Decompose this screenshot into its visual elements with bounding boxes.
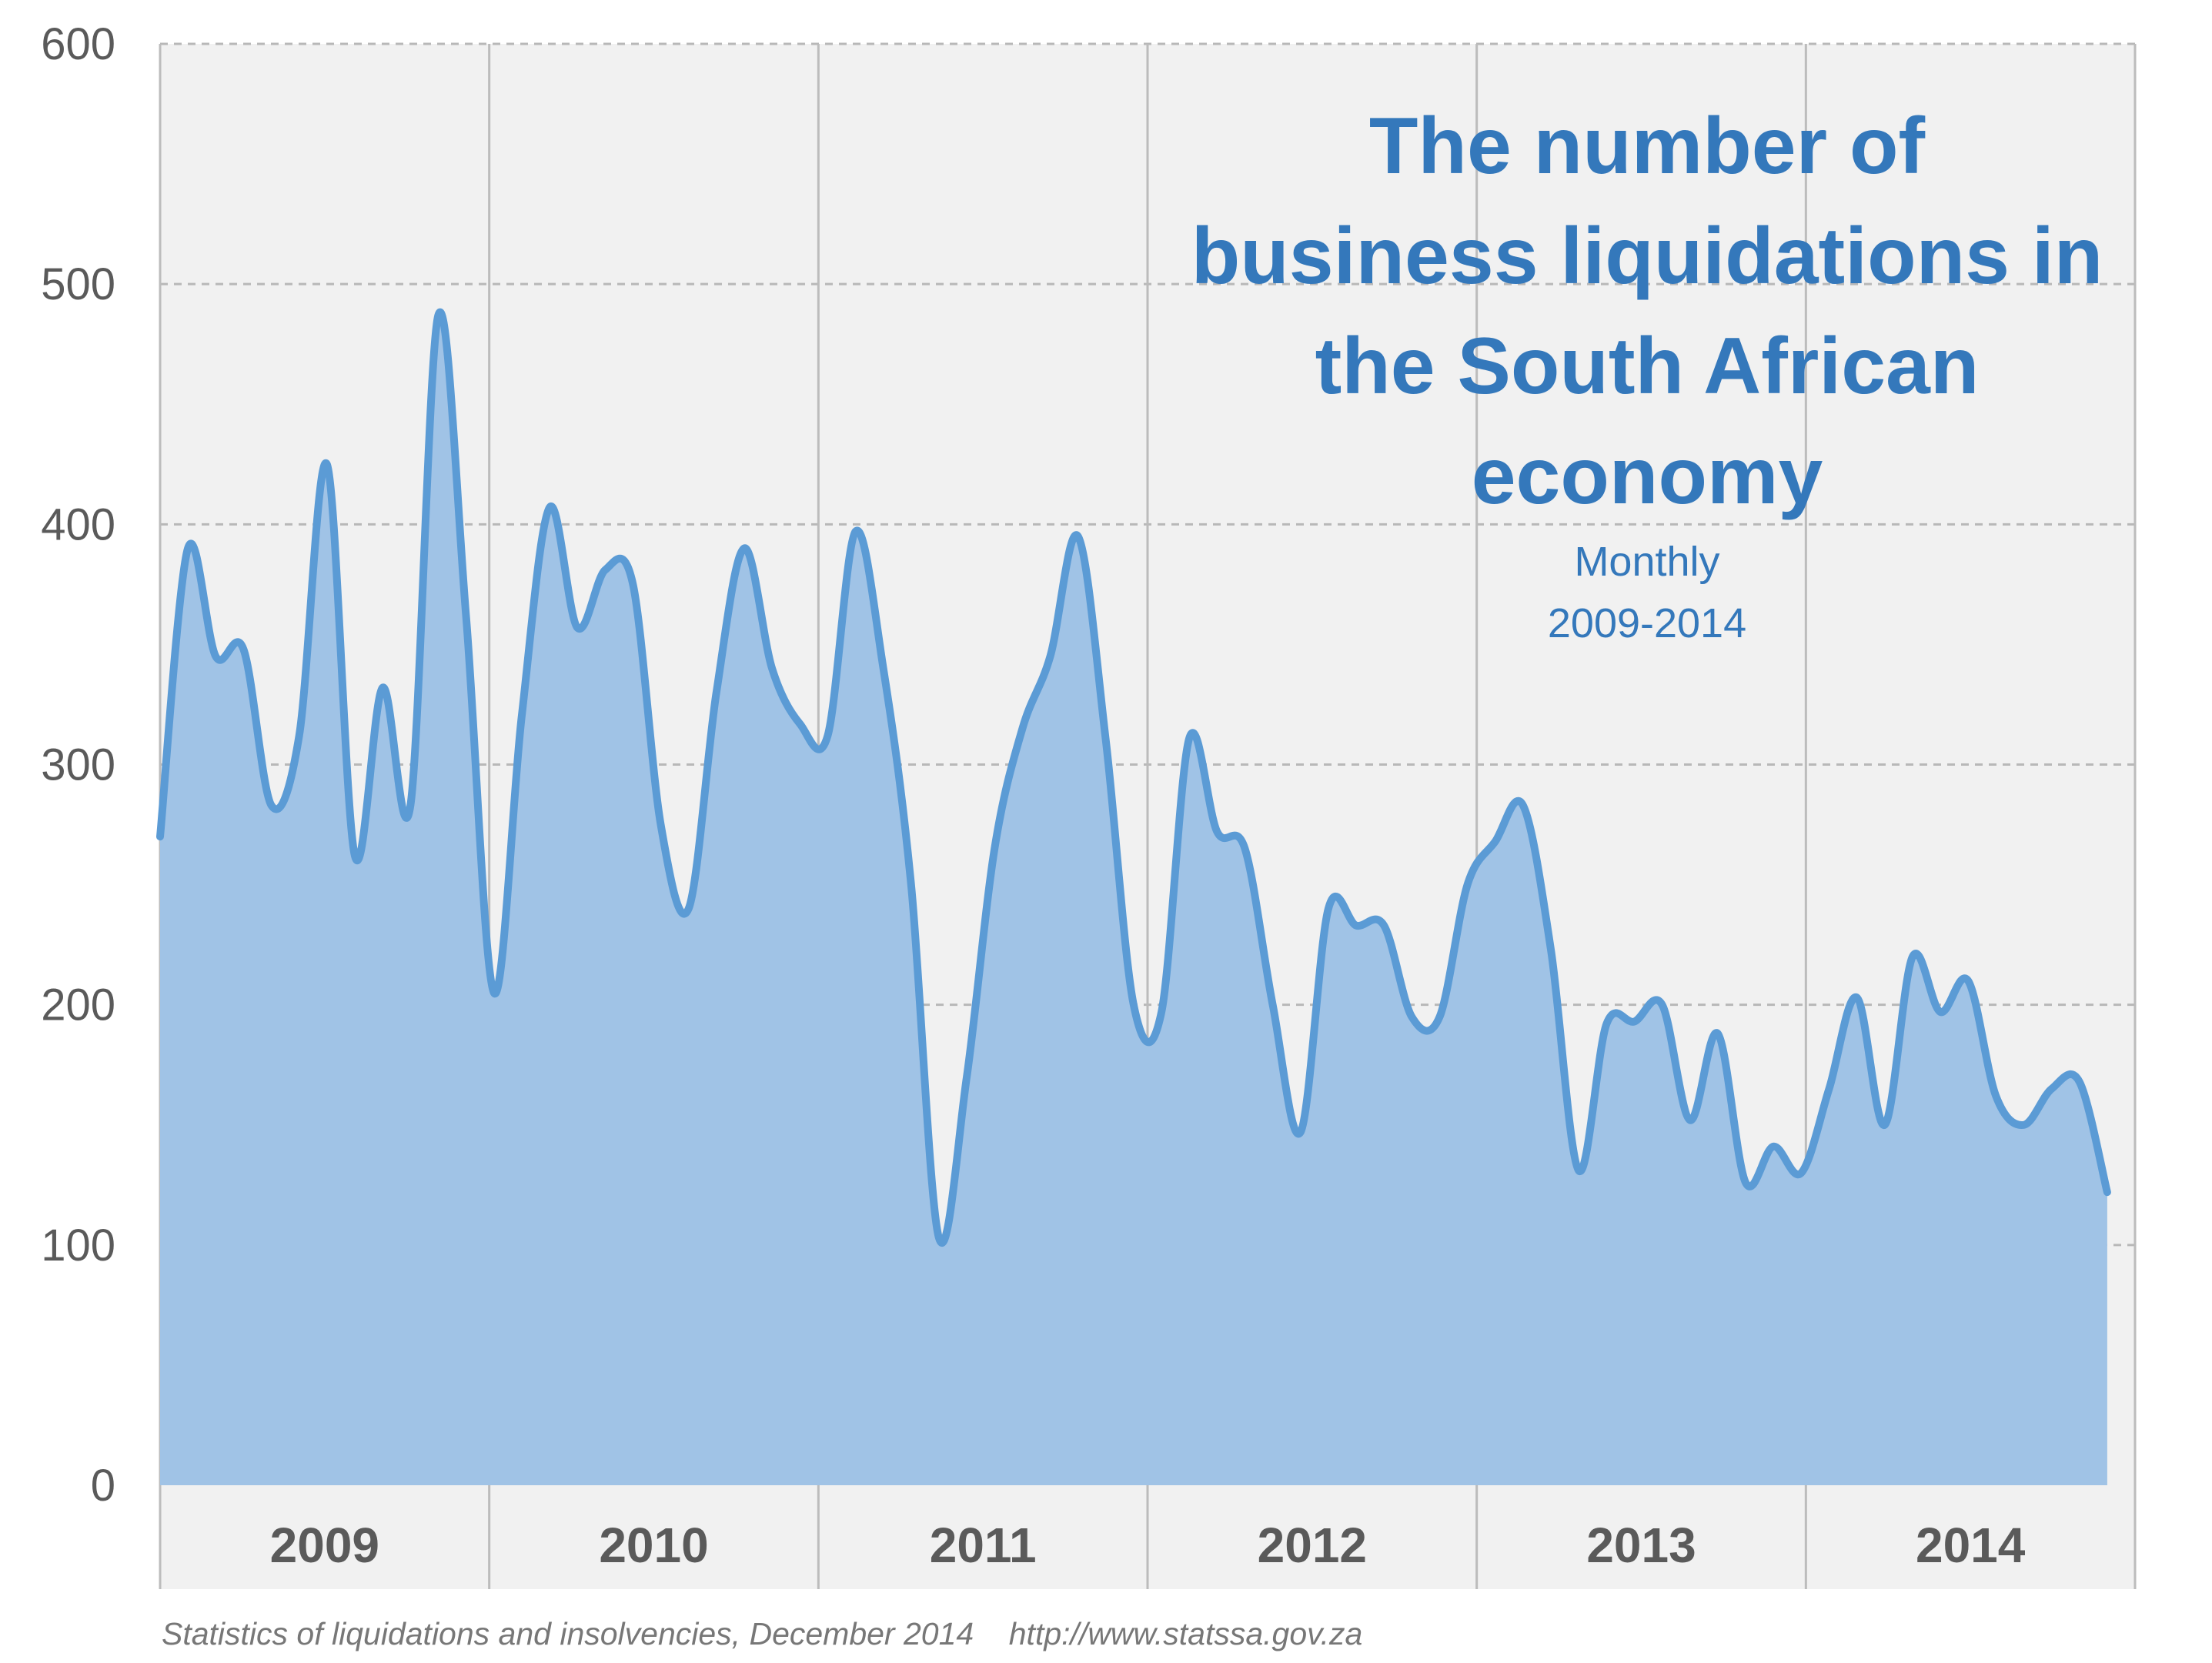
subtitle-line-1: 2009-2014 bbox=[1548, 600, 1746, 646]
y-tick-label-400: 400 bbox=[41, 499, 115, 549]
title-line-1: business liquidations in bbox=[1191, 212, 2103, 301]
y-tick-label-100: 100 bbox=[41, 1221, 115, 1271]
year-label-2009: 2009 bbox=[270, 1518, 379, 1573]
title-line-3: economy bbox=[1472, 432, 1823, 521]
area-fill bbox=[160, 312, 2107, 1485]
title-line-0: The number of bbox=[1369, 102, 1926, 191]
year-label-2012: 2012 bbox=[1258, 1518, 1367, 1573]
x-axis-year-labels: 2009 2010 2011 2012 2013 2014 bbox=[270, 1518, 2026, 1573]
y-tick-label-500: 500 bbox=[41, 259, 115, 309]
y-tick-label-200: 200 bbox=[41, 980, 115, 1030]
source-note: Statistics of liquidations and insolvenc… bbox=[162, 1616, 1362, 1651]
chart-title: The number of business liquidations in the… bbox=[1191, 102, 2103, 646]
y-axis-ticks: 0 100 200 300 400 500 600 bbox=[41, 19, 115, 1511]
title-line-2: the South African bbox=[1315, 322, 1980, 411]
y-tick-label-600: 600 bbox=[41, 19, 115, 69]
series-area bbox=[156, 309, 2111, 1485]
year-label-2014: 2014 bbox=[1916, 1518, 2026, 1573]
y-tick-label-300: 300 bbox=[41, 740, 115, 790]
series-line bbox=[156, 309, 2111, 1247]
subtitle-line-0: Monthly bbox=[1574, 539, 1719, 585]
year-label-2010: 2010 bbox=[599, 1518, 708, 1573]
year-label-2013: 2013 bbox=[1586, 1518, 1696, 1573]
year-label-2011: 2011 bbox=[930, 1518, 1037, 1573]
y-tick-label-0: 0 bbox=[91, 1461, 115, 1511]
